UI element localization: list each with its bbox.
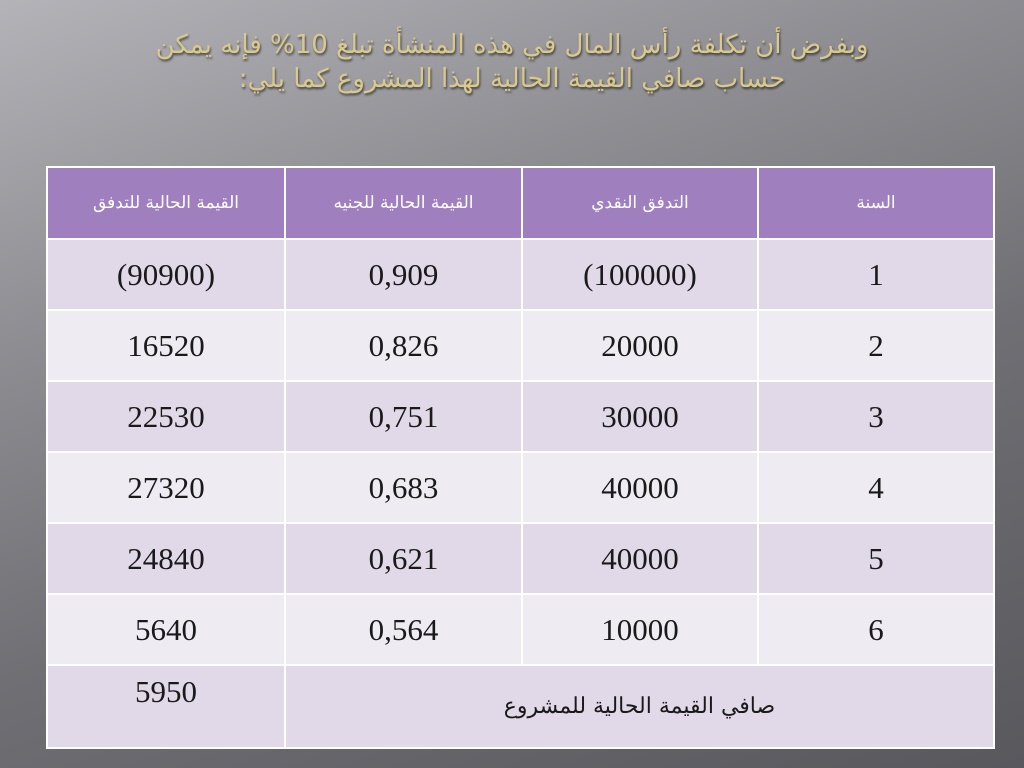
cell-pv-of-flow: (90900) — [46, 238, 286, 311]
table-row: 1 (100000) 0,909 (90900) — [46, 238, 995, 311]
slide-title-line-1: وبفرض أن تكلفة رأس المال في هذه المنشأة … — [155, 30, 869, 60]
cell-year: 3 — [757, 380, 995, 453]
npv-table-container: السنة التدفق النقدي القيمة الحالية للجني… — [46, 166, 995, 749]
cell-year: 5 — [757, 522, 995, 595]
cell-pv-of-flow: 24840 — [46, 522, 286, 595]
table-total-row: صافي القيمة الحالية للمشروع 5950 — [46, 664, 995, 749]
table-row: 4 40000 0,683 27320 — [46, 451, 995, 524]
table-row: 5 40000 0,621 24840 — [46, 522, 995, 595]
cell-pv-of-flow: 22530 — [46, 380, 286, 453]
cell-pv-of-flow: 27320 — [46, 451, 286, 524]
cell-cash-flow: 40000 — [521, 451, 759, 524]
table-row: 6 10000 0,564 5640 — [46, 593, 995, 666]
cell-pv-factor: 0,751 — [284, 380, 523, 453]
table-header-row: السنة التدفق النقدي القيمة الحالية للجني… — [46, 166, 995, 240]
cell-pv-factor: 0,621 — [284, 522, 523, 595]
header-cash-flow: التدفق النقدي — [521, 166, 759, 240]
header-pv-of-flow: القيمة الحالية للتدفق — [46, 166, 286, 240]
net-present-value-label: صافي القيمة الحالية للمشروع — [284, 664, 995, 749]
header-pv-factor: القيمة الحالية للجنيه — [284, 166, 523, 240]
npv-table: السنة التدفق النقدي القيمة الحالية للجني… — [46, 166, 995, 749]
cell-year: 6 — [757, 593, 995, 666]
cell-pv-factor: 0,826 — [284, 309, 523, 382]
cell-year: 2 — [757, 309, 995, 382]
cell-year: 4 — [757, 451, 995, 524]
net-present-value: 5950 — [46, 664, 286, 749]
header-year: السنة — [757, 166, 995, 240]
cell-cash-flow: 20000 — [521, 309, 759, 382]
cell-cash-flow: 10000 — [521, 593, 759, 666]
table-row: 2 20000 0,826 16520 — [46, 309, 995, 382]
table-row: 3 30000 0,751 22530 — [46, 380, 995, 453]
slide-title: وبفرض أن تكلفة رأس المال في هذه المنشأة … — [40, 28, 984, 96]
cell-cash-flow: 40000 — [521, 522, 759, 595]
cell-pv-factor: 0,683 — [284, 451, 523, 524]
cell-cash-flow: 30000 — [521, 380, 759, 453]
cell-pv-of-flow: 16520 — [46, 309, 286, 382]
cell-year: 1 — [757, 238, 995, 311]
cell-pv-of-flow: 5640 — [46, 593, 286, 666]
cell-pv-factor: 0,909 — [284, 238, 523, 311]
slide-title-line-2: حساب صافي القيمة الحالية لهذا المشروع كم… — [238, 64, 786, 94]
cell-pv-factor: 0,564 — [284, 593, 523, 666]
cell-cash-flow: (100000) — [521, 238, 759, 311]
